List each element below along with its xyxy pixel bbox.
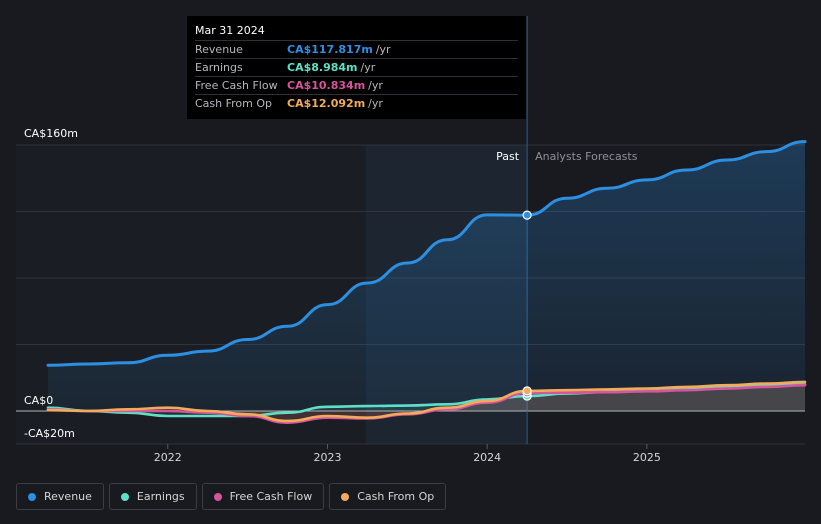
- revenue-marker: [522, 210, 532, 220]
- y-tick-label: -CA$20m: [24, 427, 75, 440]
- tooltip-value: CA$10.834m: [287, 79, 366, 92]
- revenue-area: [48, 141, 805, 412]
- cash-from-op-line: [46, 380, 807, 423]
- legend: Revenue Earnings Free Cash Flow Cash Fro…: [16, 483, 447, 512]
- tooltip-unit: /yr: [360, 61, 376, 74]
- cash-from-op-marker: [522, 386, 532, 396]
- x-tick-label: 2024: [473, 451, 501, 464]
- tooltip-label: Free Cash Flow: [195, 79, 278, 92]
- past-label: Past: [496, 150, 520, 163]
- tooltip-value: CA$117.817m: [287, 43, 373, 56]
- legend-item-earnings[interactable]: Earnings: [108, 483, 197, 510]
- x-tick-label: 2023: [313, 451, 341, 464]
- legend-label: Free Cash Flow: [229, 490, 313, 503]
- legend-label: Revenue: [44, 490, 92, 503]
- tooltip-row-earnings: Earnings CA$8.984m /yr: [195, 58, 518, 76]
- revenue-line: [46, 140, 807, 367]
- forecast-label: Analysts Forecasts: [535, 150, 638, 163]
- tooltip-row-free-cash-flow: Free Cash Flow CA$10.834m /yr: [195, 76, 518, 94]
- tooltip-unit: /yr: [368, 79, 383, 92]
- legend-item-cash-from-op[interactable]: Cash From Op: [329, 483, 447, 510]
- tooltip-label: Earnings: [195, 61, 243, 74]
- x-tick-label: 2025: [633, 451, 661, 464]
- revenue-dot-icon: [28, 492, 36, 501]
- tooltip-value: CA$12.092m: [287, 97, 366, 110]
- tooltip-label: Cash From Op: [195, 97, 273, 110]
- tooltip-value: CA$8.984m: [287, 61, 358, 74]
- legend-label: Cash From Op: [357, 490, 435, 503]
- tooltip: Mar 31 2024 Revenue CA$117.817m /yr Earn…: [187, 16, 526, 119]
- legend-item-free-cash-flow[interactable]: Free Cash Flow: [201, 483, 325, 510]
- tooltip-row-revenue: Revenue CA$117.817m /yr: [195, 40, 518, 58]
- cash-from-op-dot-icon: [341, 492, 350, 501]
- earnings-dot-icon: [120, 492, 129, 501]
- y-tick-label: CA$0: [24, 394, 53, 407]
- y-tick-label: CA$160m: [24, 127, 78, 140]
- tooltip-label: Revenue: [195, 43, 243, 56]
- tooltip-unit: /yr: [375, 43, 391, 56]
- legend-label: Earnings: [136, 490, 185, 503]
- tooltip-date: Mar 31 2024: [195, 24, 265, 37]
- tooltip-unit: /yr: [368, 97, 383, 110]
- legend-item-revenue[interactable]: Revenue: [16, 483, 104, 510]
- free-cash-flow-dot-icon: [213, 492, 222, 501]
- x-tick-label: 2022: [154, 451, 182, 464]
- tooltip-row-cash-from-op: Cash From Op CA$12.092m /yr: [195, 94, 518, 112]
